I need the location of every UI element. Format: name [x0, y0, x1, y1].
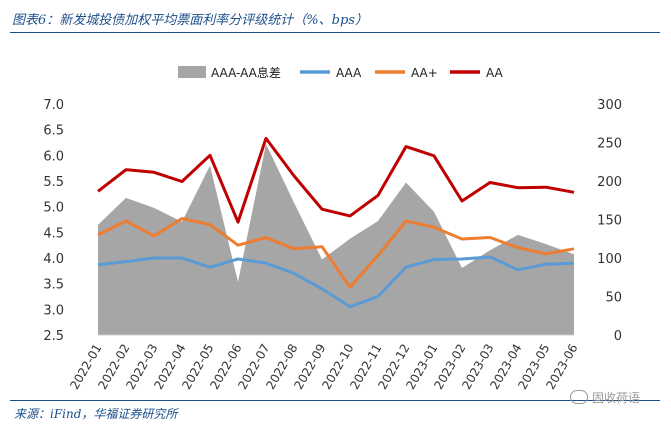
footer-divider [10, 400, 660, 401]
legend-label: AA [486, 66, 504, 80]
left-axis-tick-label: 2.5 [43, 329, 64, 344]
line-series-aa-plus [97, 217, 575, 289]
left-axis-tick-label: 3.5 [43, 278, 64, 293]
chart-title: 图表6：新发城投债加权平均票面利率分评级统计（%、bps） [12, 13, 368, 28]
left-axis-tick-label: 6.5 [43, 124, 64, 139]
legend-label: AAA [336, 66, 362, 80]
right-axis-tick-label: 150 [597, 214, 622, 229]
right-axis-tick-label: 200 [597, 175, 622, 190]
left-axis-tick-label: 4.0 [43, 252, 64, 267]
left-axis-tick-label: 4.5 [43, 226, 64, 241]
left-axis-tick-label: 5.0 [43, 201, 64, 216]
title-divider [10, 32, 660, 33]
left-axis-tick-label: 5.5 [43, 175, 64, 190]
line-series-aa [97, 136, 575, 224]
area-series-spread [98, 144, 574, 335]
right-axis-tick-label: 50 [605, 291, 622, 306]
left-axis-tick-label: 7.0 [43, 98, 64, 113]
left-axis-tick-label: 6.0 [43, 149, 64, 164]
left-axis-tick-label: 3.0 [43, 303, 64, 318]
line-series-aaa [97, 255, 575, 309]
watermark: 固收荷语 [570, 389, 640, 406]
wechat-icon [570, 390, 588, 404]
line-chart: 2.5 3.0 3.5 4.0 4.5 5.0 5.5 6.0 6.5 7.0 0 50 100 150 2… [43, 65, 622, 392]
source-note: 来源：iFind，华福证券研究所 [14, 407, 178, 421]
watermark-text: 固收荷语 [592, 391, 641, 405]
right-axis-tick-label: 250 [597, 137, 622, 152]
legend-label: AAA-AA息差 [211, 65, 281, 80]
legend-label: AA+ [411, 66, 438, 80]
right-axis-tick-label: 0 [614, 329, 622, 344]
right-axis-tick-label: 100 [597, 252, 622, 267]
legend-swatch [178, 66, 206, 78]
right-axis-tick-label: 300 [597, 98, 622, 113]
